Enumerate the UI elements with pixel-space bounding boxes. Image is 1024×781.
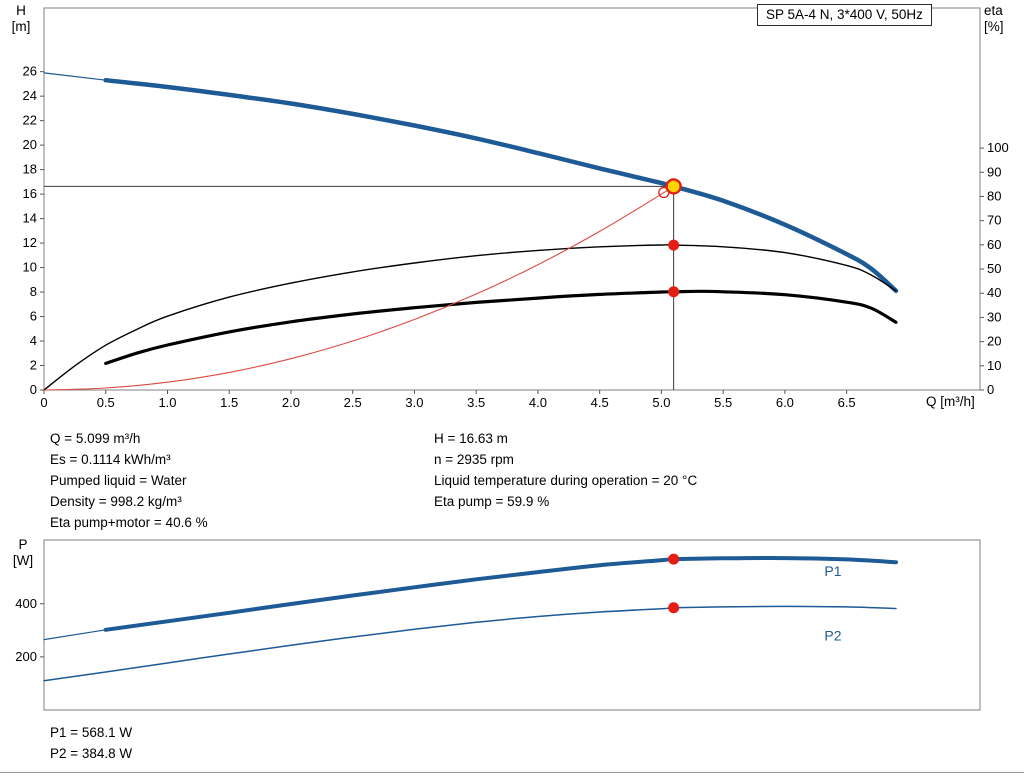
x-tick-label: 1.0	[158, 395, 176, 410]
y-right-tick-label: 0	[987, 382, 994, 397]
x-tick-label: 6.5	[838, 395, 856, 410]
eta-axis-symbol: eta	[984, 3, 1003, 18]
y-right-tick-label: 100	[987, 140, 1009, 155]
red-dot-marker	[668, 286, 680, 298]
h-axis-unit: [m]	[11, 19, 31, 34]
pump-title-box: SP 5A-4 N, 3*400 V, 50Hz	[757, 4, 932, 26]
y-left-tick-label: 200	[15, 649, 37, 664]
y-left-tick-label: 20	[23, 137, 37, 152]
x-tick-label: 4.0	[529, 395, 547, 410]
pump-curve	[103, 77, 899, 294]
y-right-tick-label: 70	[987, 213, 1001, 228]
y-right-tick-label: 10	[987, 358, 1001, 373]
y-left-tick-label: 12	[23, 235, 37, 250]
x-tick-label: 3.0	[405, 395, 423, 410]
p-axis-label: P [W]	[6, 537, 40, 569]
pump-curve-leadin	[43, 72, 107, 81]
info-line-eta-pump-motor: Eta pump+motor = 40.6 %	[50, 515, 208, 530]
chart-frame	[43, 539, 981, 711]
red-dot-marker	[668, 239, 680, 251]
y-left-tick-label: 4	[30, 333, 37, 348]
info-line-temperature: Liquid temperature during operation = 20…	[434, 473, 698, 488]
y-left-tick-label: 18	[23, 162, 37, 177]
p1-value-line: P1 = 568.1 W	[50, 725, 133, 740]
series-label-p2: P2	[824, 627, 841, 643]
x-tick-label: 4.5	[591, 395, 609, 410]
info-line-n: n = 2935 rpm	[434, 452, 514, 467]
y-right-tick-label: 40	[987, 285, 1001, 300]
info-column-left: Q = 5.099 m³/h Es = 0.1114 kWh/m³ Pumped…	[50, 428, 208, 533]
red-dot-marker	[668, 602, 680, 614]
bottom-divider	[0, 772, 1024, 773]
y-left-tick-label: 16	[23, 186, 37, 201]
info-line-es: Es = 0.1114 kWh/m³	[50, 452, 171, 467]
info-line-eta-pump: Eta pump = 59.9 %	[434, 494, 550, 509]
x-tick-label: 3.5	[467, 395, 485, 410]
x-tick-label: 5.0	[652, 395, 670, 410]
info-line-h: H = 16.63 m	[434, 431, 508, 446]
power-info-block: P1 = 568.1 W P2 = 384.8 W	[50, 722, 132, 764]
info-line-liquid: Pumped liquid = Water	[50, 473, 187, 488]
y-left-tick-label: 0	[30, 382, 37, 397]
y-left-tick-label: 10	[23, 260, 37, 275]
y-left-tick-label: 24	[23, 88, 37, 103]
y-right-tick-label: 20	[987, 334, 1001, 349]
p1-curve-leadin	[43, 629, 107, 641]
chart-frame	[43, 7, 981, 391]
y-right-tick-label: 50	[987, 261, 1001, 276]
p1-curve	[103, 556, 898, 632]
x-tick-label: 2.5	[344, 395, 362, 410]
y-right-tick-label: 90	[987, 164, 1001, 179]
x-tick-label: 6.0	[776, 395, 794, 410]
p-axis-unit: [W]	[12, 553, 34, 568]
info-column-right: H = 16.63 m n = 2935 rpm Liquid temperat…	[434, 428, 697, 512]
eta-axis-label: eta [%]	[984, 3, 1020, 35]
y-right-tick-label: 30	[987, 309, 1001, 324]
p-axis-symbol: P	[18, 537, 28, 552]
x-tick-label: 0.5	[97, 395, 115, 410]
eta-pump-curve	[43, 244, 897, 391]
eta-axis-unit: [%]	[984, 19, 1004, 34]
x-tick-label: 0	[40, 395, 47, 410]
y-left-tick-label: 6	[30, 309, 37, 324]
h-axis-label: H [m]	[4, 3, 38, 35]
info-line-density: Density = 998.2 kg/m³	[50, 494, 182, 509]
y-left-tick-label: 8	[30, 284, 37, 299]
red-dot-marker	[668, 553, 680, 565]
y-right-tick-label: 80	[987, 188, 1001, 203]
p2-curve	[43, 605, 897, 682]
series-label-p1: P1	[824, 563, 841, 579]
y-left-tick-label: 14	[23, 211, 37, 226]
system-curve	[43, 185, 675, 391]
y-left-tick-label: 26	[23, 64, 37, 79]
y-right-tick-label: 60	[987, 237, 1001, 252]
x-tick-label: 1.5	[220, 395, 238, 410]
y-left-tick-label: 2	[30, 358, 37, 373]
info-line-q: Q = 5.099 m³/h	[50, 431, 141, 446]
duty-point-marker	[665, 178, 682, 195]
q-axis-label: Q [m³/h]	[926, 394, 975, 409]
y-left-tick-label: 22	[23, 113, 37, 128]
x-tick-label: 5.5	[714, 395, 732, 410]
eta-pump-motor-curve	[104, 289, 898, 365]
x-tick-label: 2.0	[282, 395, 300, 410]
h-axis-symbol: H	[16, 3, 26, 18]
p2-value-line: P2 = 384.8 W	[50, 746, 133, 761]
y-left-tick-label: 400	[15, 596, 37, 611]
